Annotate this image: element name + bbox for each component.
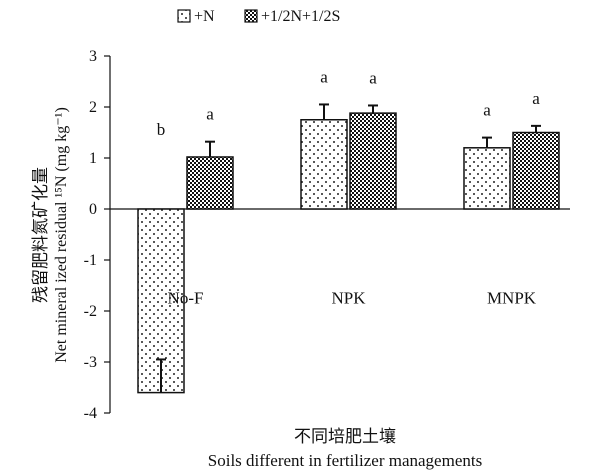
category-label: NPK [331,288,366,307]
y-axis-label-cn: 残留肥料氮矿化量 [31,167,50,303]
y-tick-label: 1 [89,150,97,167]
y-tick-label: -3 [84,354,97,371]
bar-1-3 [463,147,511,210]
significance-letter-2-1: a [206,105,214,124]
y-tick-label: -4 [84,405,97,422]
legend-swatch-series-1 [177,9,191,23]
significance-letter-2-2: a [369,68,377,87]
significance-letter-1-2: a [320,67,328,86]
bar-2-2 [349,112,397,210]
significance-letter-1-1: b [157,120,166,139]
bar-2-3 [512,131,560,210]
legend-label-series-1: +N [194,8,215,25]
y-tick-label: -2 [84,303,97,320]
legend-swatch-series-2 [244,9,258,23]
y-tick-label: 3 [89,48,97,65]
x-axis-label-en: Soils different in fertilizer management… [208,451,482,470]
y-tick-label: -1 [84,252,97,269]
bar-1-2 [300,119,348,210]
x-axis-label-cn: 不同培肥土壤 [294,426,396,446]
y-tick-label: 0 [89,201,97,218]
category-label: MNPK [487,288,537,307]
category-label: No-F [168,288,204,307]
y-tick-label: 2 [89,99,97,116]
legend-label-series-2: +1/2N+1/2S [261,8,340,25]
bar-2-1 [186,156,234,210]
significance-letter-2-3: a [532,89,540,108]
legend: +N +1/2N+1/2S [177,8,340,25]
significance-letter-1-3: a [483,101,491,120]
y-axis-label-en: Net mineral ized residual ¹⁵N (mg kg⁻¹) [53,107,70,363]
